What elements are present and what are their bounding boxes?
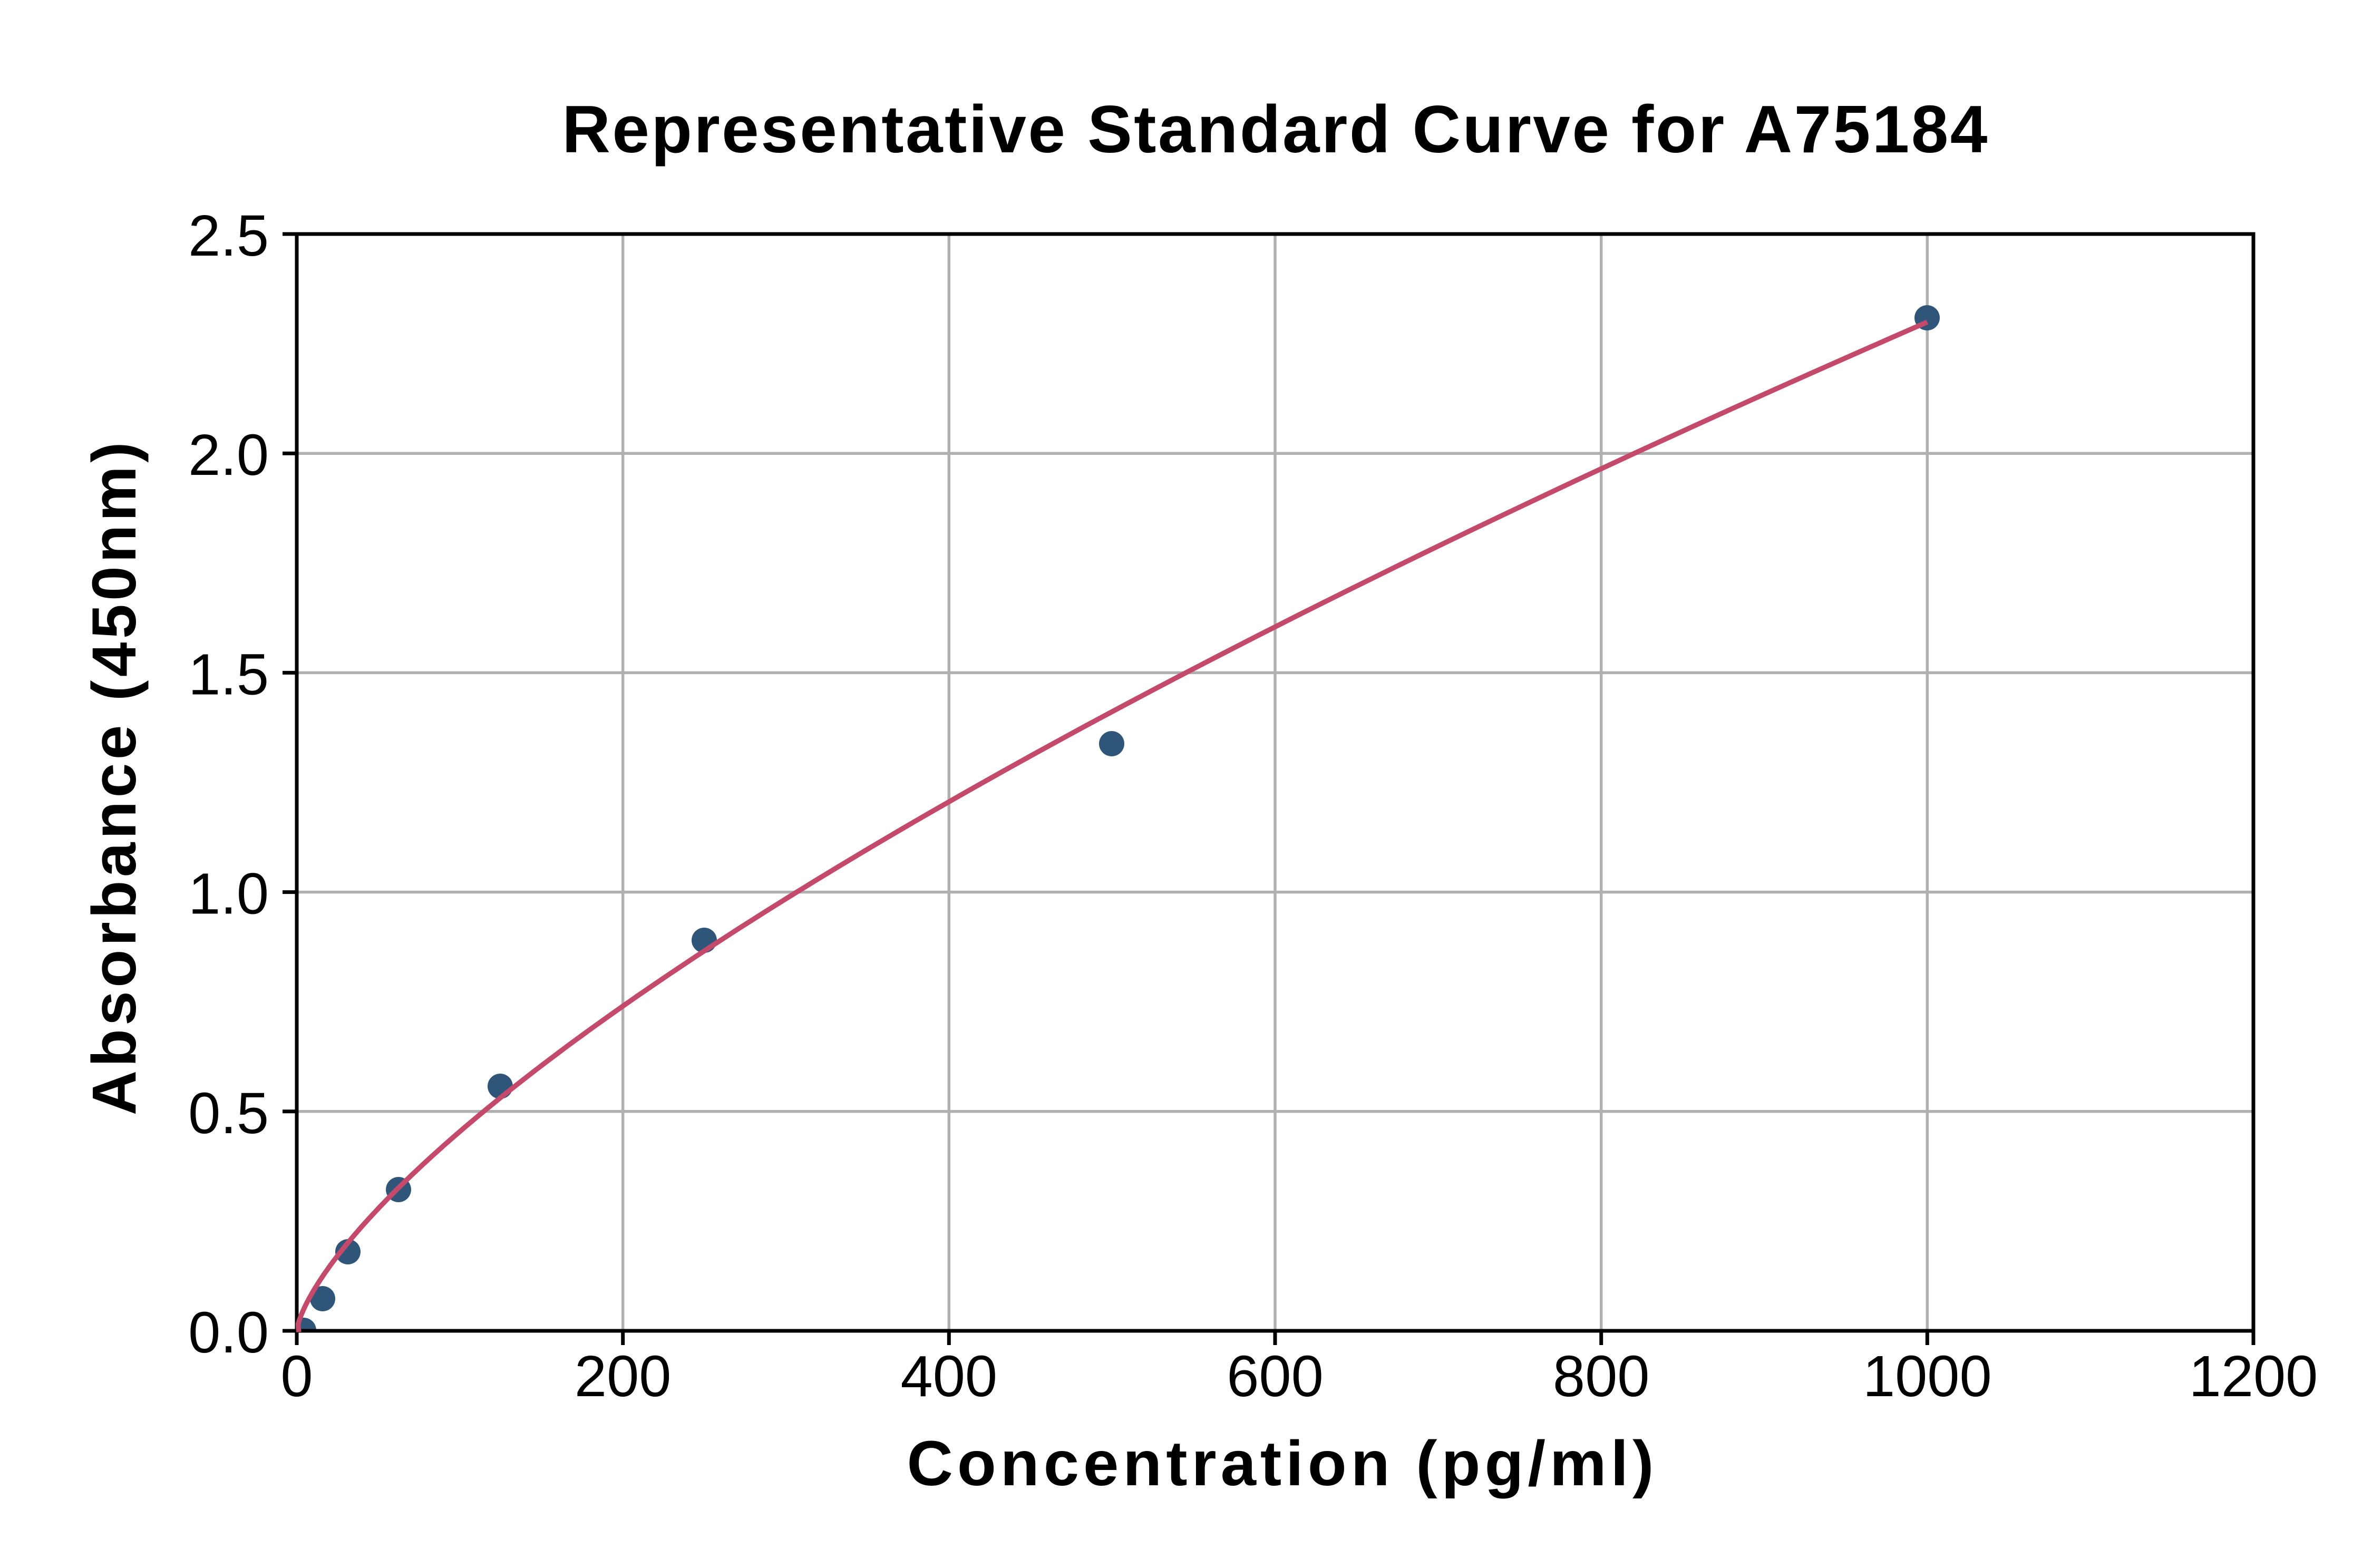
svg-text:200: 200 bbox=[575, 1344, 672, 1409]
svg-text:2.0: 2.0 bbox=[188, 423, 269, 488]
svg-text:Representative Standard Curve: Representative Standard Curve for A75184 bbox=[562, 92, 1989, 167]
svg-text:1000: 1000 bbox=[1863, 1344, 1992, 1409]
svg-text:2.5: 2.5 bbox=[188, 203, 269, 268]
svg-text:600: 600 bbox=[1227, 1344, 1324, 1409]
svg-text:800: 800 bbox=[1553, 1344, 1650, 1409]
svg-text:Absorbance (450nm): Absorbance (450nm) bbox=[80, 439, 149, 1115]
svg-text:400: 400 bbox=[901, 1344, 998, 1409]
svg-text:1.0: 1.0 bbox=[188, 862, 269, 927]
svg-text:Concentration (pg/ml): Concentration (pg/ml) bbox=[907, 1427, 1658, 1499]
svg-text:0: 0 bbox=[280, 1344, 313, 1409]
svg-text:0.0: 0.0 bbox=[188, 1300, 269, 1365]
svg-text:1.5: 1.5 bbox=[188, 642, 269, 707]
svg-text:0.5: 0.5 bbox=[188, 1081, 269, 1146]
svg-text:1200: 1200 bbox=[2189, 1344, 2318, 1409]
